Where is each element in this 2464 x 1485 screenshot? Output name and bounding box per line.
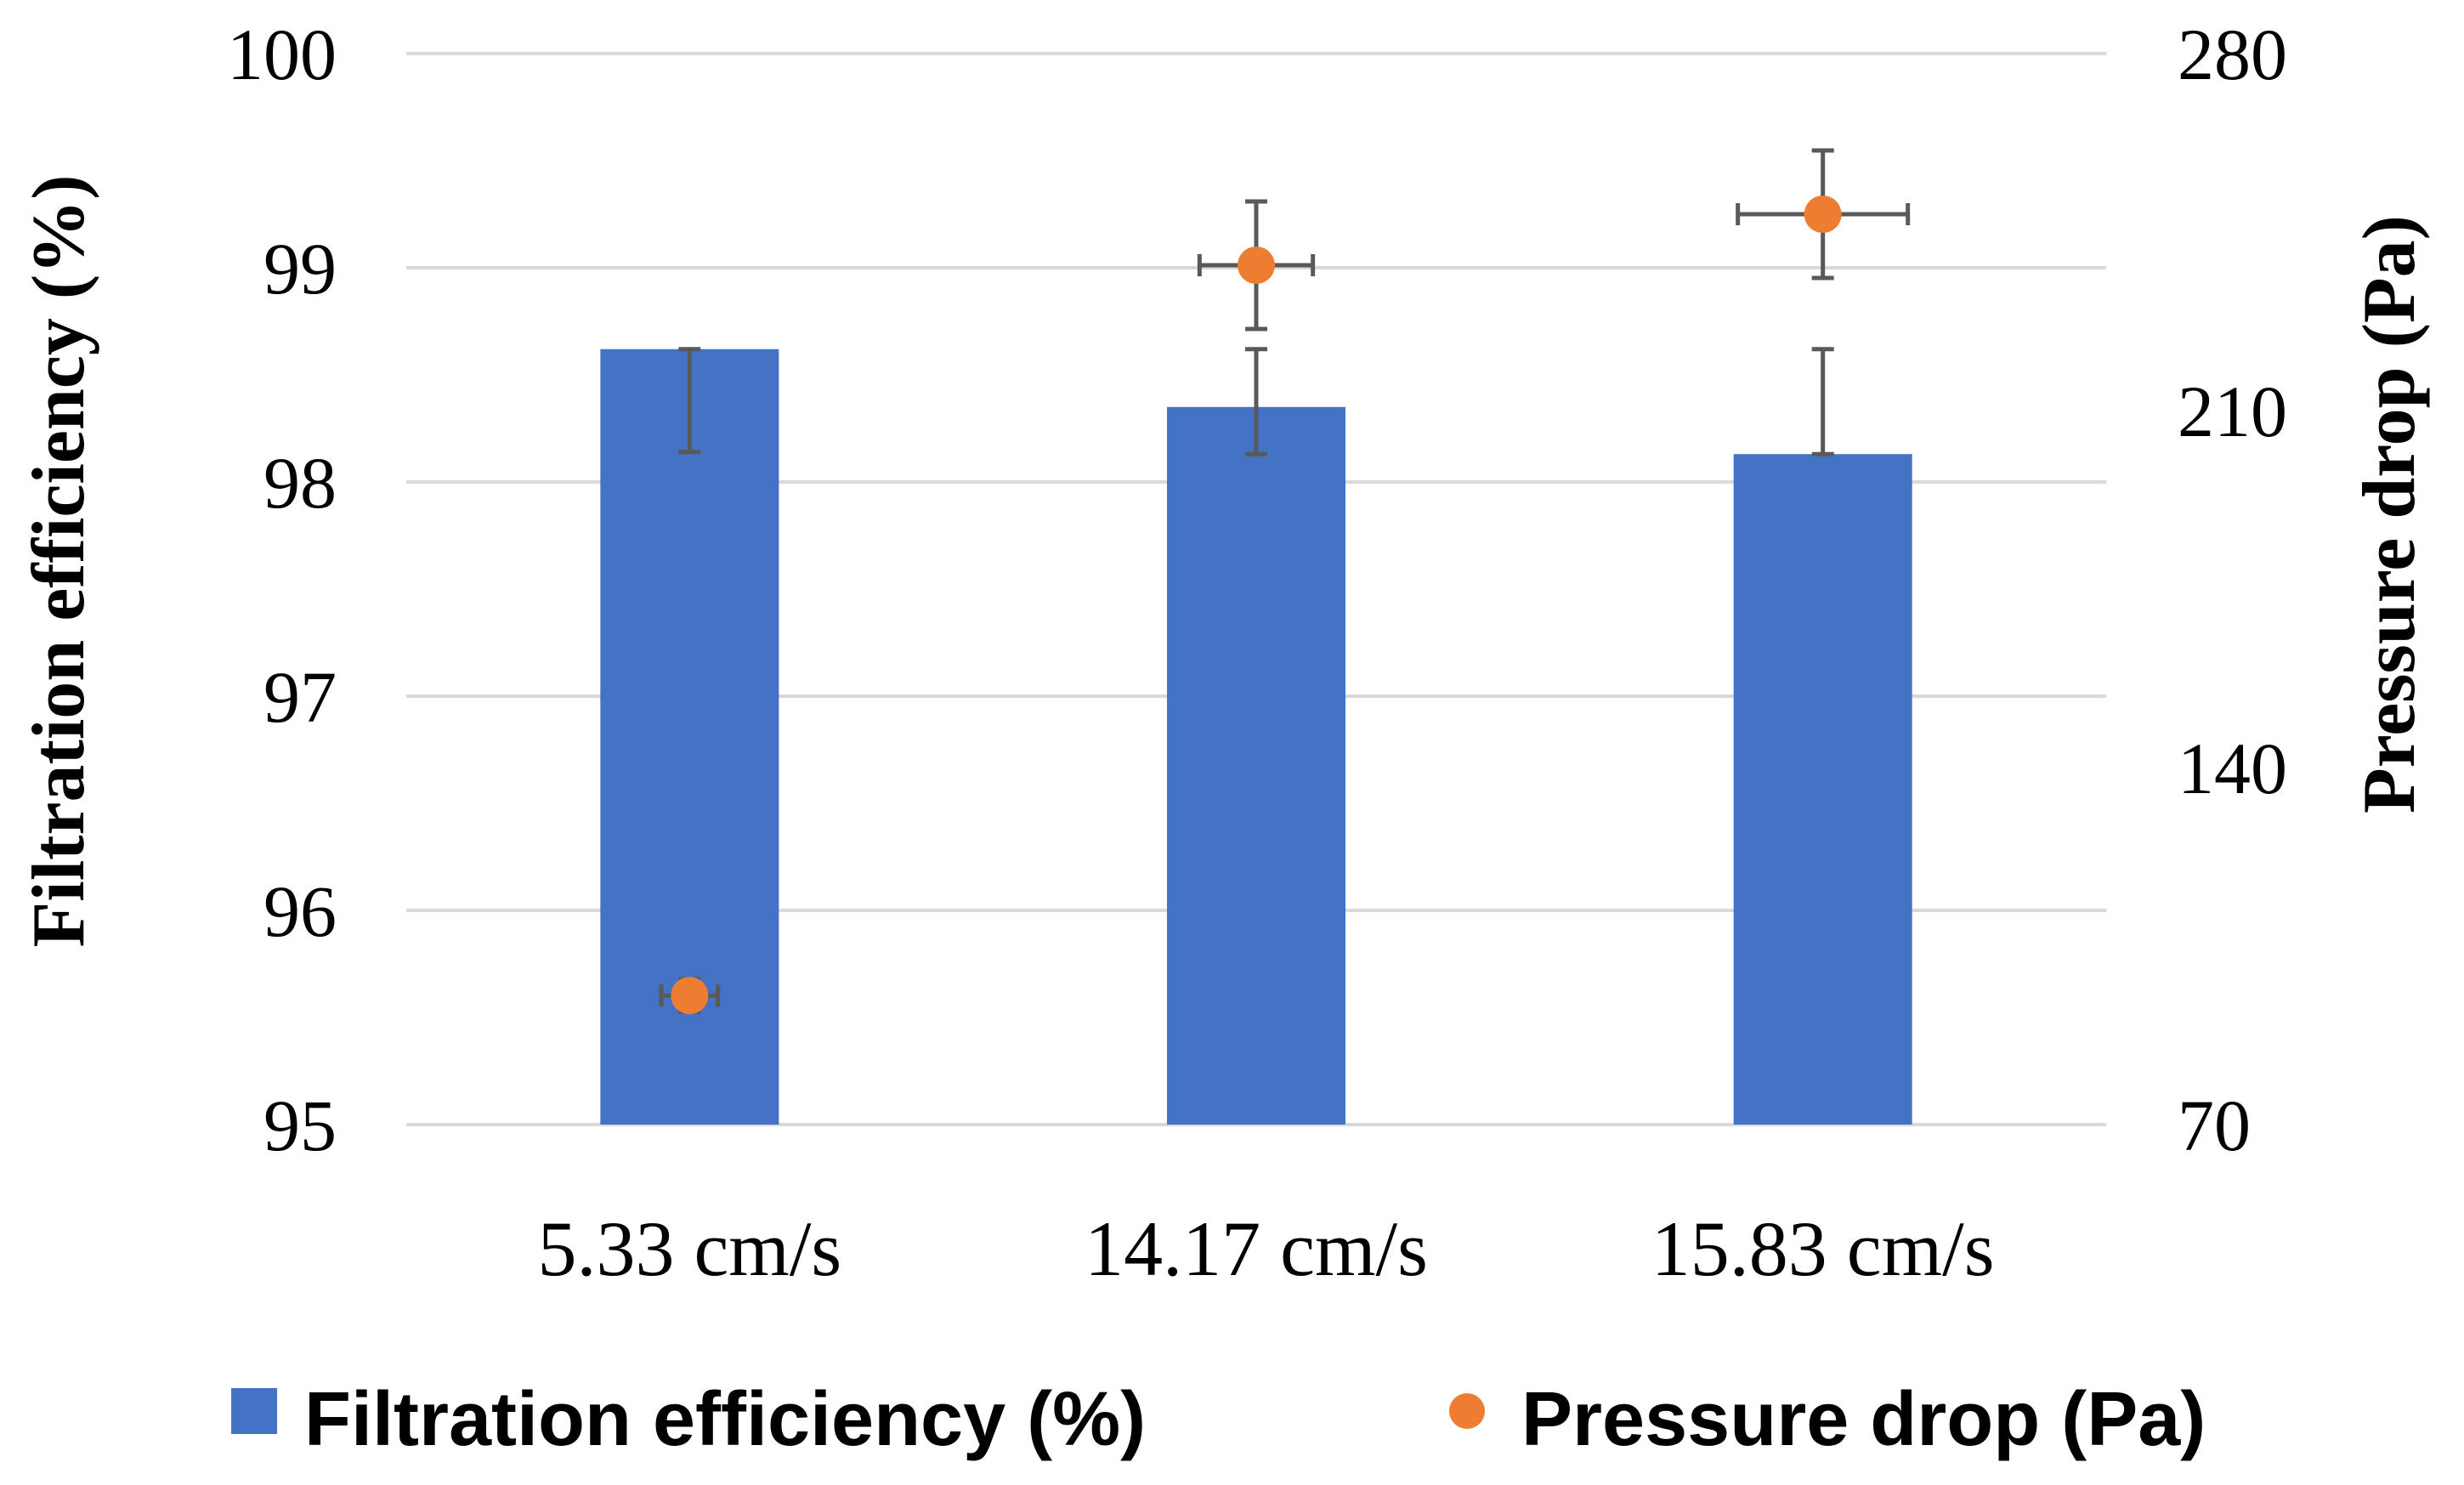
left-tick-label: 96 bbox=[263, 870, 337, 952]
pressure-point bbox=[1238, 247, 1275, 284]
left-tick-label: 95 bbox=[263, 1085, 337, 1166]
category-label: 5.33 cm/s bbox=[537, 1205, 841, 1292]
right-tick-label: 210 bbox=[2178, 371, 2287, 452]
legend: Filtration efficiency (%) Pressure drop … bbox=[231, 1377, 2206, 1462]
right-axis-ticks: 70 140 210 280 bbox=[2178, 14, 2287, 1166]
category-label: 15.83 cm/s bbox=[1651, 1205, 1995, 1292]
category-labels: 5.33 cm/s 14.17 cm/s 15.83 cm/s bbox=[537, 1205, 1994, 1292]
legend-swatch-pressure bbox=[1449, 1393, 1485, 1429]
right-tick-label: 140 bbox=[2178, 728, 2287, 809]
bar bbox=[1167, 406, 1345, 1125]
left-tick-label: 100 bbox=[227, 14, 337, 95]
left-axis-ticks: 95 96 97 98 99 100 bbox=[227, 14, 337, 1166]
category-label: 14.17 cm/s bbox=[1085, 1205, 1428, 1292]
left-tick-label: 97 bbox=[263, 656, 337, 738]
pressure-point bbox=[1804, 196, 1842, 233]
bar bbox=[1733, 454, 1912, 1125]
right-axis-title: Pressure drop (Pa) bbox=[2348, 215, 2431, 813]
left-axis-title: Filtration efficiency (%) bbox=[18, 174, 100, 947]
bar-series bbox=[600, 347, 1912, 1125]
pressure-series bbox=[659, 148, 1911, 1015]
right-tick-label: 280 bbox=[2178, 14, 2287, 95]
legend-label-pressure: Pressure drop (Pa) bbox=[1521, 1377, 2206, 1462]
right-tick-label: 70 bbox=[2178, 1085, 2251, 1166]
legend-swatch-filtration bbox=[231, 1388, 277, 1434]
pressure-point bbox=[671, 977, 709, 1015]
left-tick-label: 98 bbox=[263, 442, 337, 524]
left-tick-label: 99 bbox=[263, 228, 337, 309]
legend-label-filtration: Filtration efficiency (%) bbox=[304, 1377, 1146, 1462]
